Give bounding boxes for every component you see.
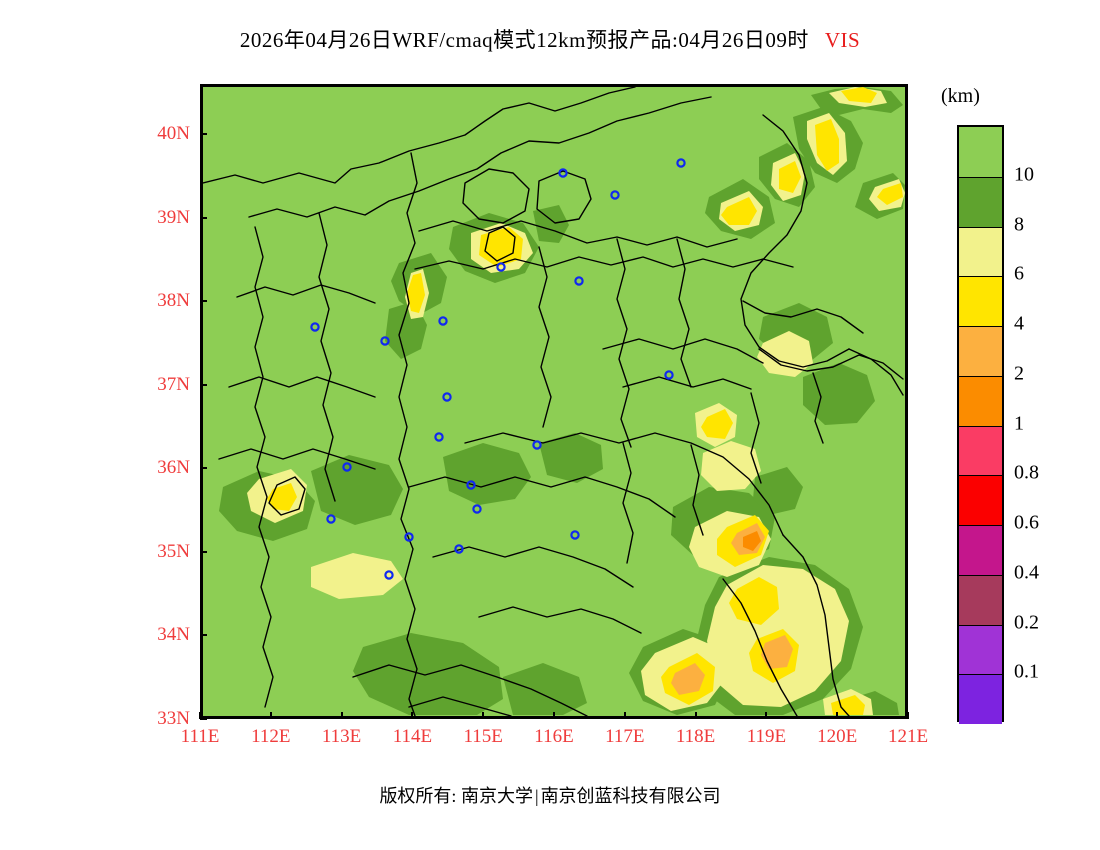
colorbar-tick-label: 0.8 (1014, 461, 1039, 484)
title-text: 2026年04月26日WRF/cmaq模式12km预报产品:04月26日09时 (239, 28, 809, 52)
x-axis-label: 114E (392, 726, 433, 747)
colorbar-band[interactable] (959, 276, 1002, 326)
x-axis-label: 117E (605, 726, 645, 747)
x-axis-tick (907, 712, 909, 719)
colorbar-tick-label: 6 (1014, 262, 1024, 285)
colorbar-band[interactable] (959, 176, 1002, 227)
vis-band-1-2 (743, 531, 761, 551)
colorbar-band[interactable] (959, 674, 1002, 724)
y-axis-label: 34N (157, 624, 190, 646)
y-axis-label: 39N (157, 206, 190, 228)
colorbar-tick-label: 0.6 (1014, 511, 1039, 534)
x-axis-tick (199, 712, 201, 719)
colorbar-band[interactable] (959, 574, 1002, 625)
footer-copyright: 版权所有: 南京大学 | 南京创蓝科技有限公司 (0, 782, 1100, 808)
page-title: 2026年04月26日WRF/cmaq模式12km预报产品:04月26日09时 V… (0, 24, 1100, 54)
administrative-boundaries (203, 87, 904, 716)
x-axis-tick (836, 712, 839, 719)
y-axis-label: 36N (157, 457, 190, 479)
station-markers[interactable] (310, 158, 686, 580)
x-axis-tick (411, 712, 414, 719)
y-axis-tick (200, 634, 207, 637)
x-axis-tick (553, 712, 555, 719)
y-axis-tick (200, 300, 207, 303)
x-axis-label: 111E (180, 726, 220, 747)
x-axis-tick (765, 712, 768, 719)
colorbar-band[interactable] (959, 475, 1002, 525)
footer-owner: 版权所有: 南京大学 (379, 786, 533, 806)
colorbar-tick-label: 4 (1014, 312, 1024, 335)
y-axis-tick (200, 133, 207, 136)
colorbar-tick-label: 8 (1014, 213, 1024, 235)
y-axis-tick (200, 467, 207, 470)
colorbar-band[interactable] (959, 525, 1002, 575)
y-axis-label: 37N (157, 373, 190, 395)
x-axis-label: 113E (321, 726, 362, 747)
x-axis-label: 116E (534, 726, 574, 747)
x-axis-label: 115E (463, 726, 503, 747)
colorbar-tick-label: 0.4 (1014, 561, 1039, 584)
colorbar[interactable] (957, 125, 1004, 724)
x-axis-label: 120E (817, 726, 858, 747)
x-axis-label: 112E (251, 726, 291, 747)
colorbar-band[interactable] (959, 226, 1002, 277)
colorbar-band[interactable] (959, 375, 1002, 426)
y-axis-label: 33N (157, 708, 190, 729)
colorbar-band[interactable] (959, 127, 1002, 177)
colorbar-tick-label: 2 (1014, 362, 1024, 385)
colorbar-tick-label: 1 (1014, 412, 1024, 434)
x-axis-label: 118E (675, 726, 716, 747)
colorbar-band[interactable] (959, 624, 1002, 675)
colorbar-tick-label: 10 (1014, 163, 1034, 186)
x-axis-label: 121E (887, 726, 929, 747)
x-axis-tick (694, 712, 697, 719)
x-axis-tick (340, 712, 343, 719)
y-axis-label: 40N (157, 123, 190, 145)
y-axis-label: 35N (157, 540, 190, 562)
y-axis-tick (200, 718, 207, 720)
y-axis-tick (200, 383, 207, 386)
footer-separator: | (534, 786, 539, 806)
y-axis-tick (200, 216, 207, 219)
x-axis-tick (269, 712, 272, 719)
colorbar-band[interactable] (959, 425, 1002, 476)
colorbar-unit-label: (km) (941, 85, 980, 107)
colorbar-tick-label: 0.2 (1014, 611, 1039, 633)
y-axis-label: 38N (157, 290, 190, 312)
forecast-map[interactable] (200, 84, 908, 719)
y-axis-tick (200, 550, 207, 553)
colorbar-tick-label: 0.1 (1014, 660, 1039, 683)
footer-company: 南京创蓝科技有限公司 (540, 786, 721, 806)
x-axis-label: 119E (746, 726, 787, 747)
map-canvas (203, 87, 905, 716)
variable-label: VIS (824, 28, 861, 52)
x-axis-tick (482, 712, 485, 719)
colorbar-band[interactable] (959, 326, 1002, 376)
x-axis-tick (623, 712, 626, 719)
